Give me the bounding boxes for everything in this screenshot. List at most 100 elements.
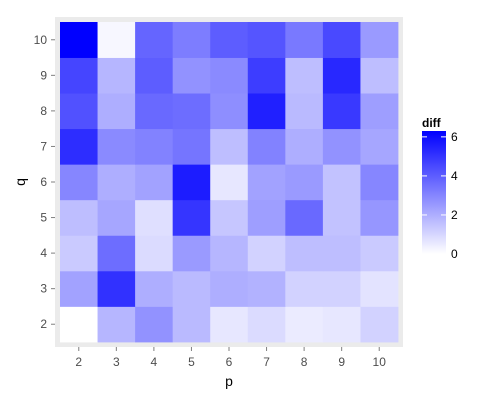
heatmap-cell-p7-q5 bbox=[247, 199, 286, 236]
y-tick-label: 6 bbox=[40, 175, 47, 189]
heatmap-cell-p3-q6 bbox=[97, 164, 136, 201]
heatmap-cell-p5-q10 bbox=[172, 22, 211, 58]
heatmap-cell-p2-q2 bbox=[60, 306, 98, 343]
heatmap-cell-p8-q8 bbox=[285, 93, 324, 130]
heatmap-cell-p6-q2 bbox=[210, 306, 249, 343]
x-tick-label: 4 bbox=[151, 355, 158, 369]
heatmap-cell-p4-q2 bbox=[135, 306, 174, 343]
x-tick-label: 3 bbox=[113, 355, 120, 369]
heatmap-cell-p10-q4 bbox=[360, 235, 399, 272]
heatmap-cell-p9-q9 bbox=[322, 57, 361, 94]
x-tick-label: 2 bbox=[75, 355, 82, 369]
heatmap-cell-p5-q4 bbox=[172, 235, 211, 272]
heatmap-cell-p6-q3 bbox=[210, 270, 249, 307]
heatmap-cell-p9-q3 bbox=[322, 270, 361, 307]
y-tick-label: 8 bbox=[40, 104, 47, 118]
heatmap-cell-p8-q4 bbox=[285, 235, 324, 272]
y-tick-label: 4 bbox=[40, 246, 47, 260]
heatmap-cell-p10-q10 bbox=[360, 22, 399, 58]
heatmap-cell-p2-q4 bbox=[60, 235, 98, 272]
legend-tick-label: 6 bbox=[451, 130, 458, 144]
heatmap-cell-p2-q8 bbox=[60, 93, 98, 130]
heatmap-cell-p9-q2 bbox=[322, 306, 361, 343]
heatmap-cell-p8-q10 bbox=[285, 22, 324, 58]
heatmap-cell-p9-q8 bbox=[322, 93, 361, 130]
legend-ticks: 0 2 4 6 bbox=[422, 130, 458, 261]
heatmap-cell-p8-q2 bbox=[285, 306, 324, 343]
heatmap-cell-p9-q4 bbox=[322, 235, 361, 272]
x-axis-ticks: 2 3 4 5 6 7 8 9 10 bbox=[75, 347, 386, 369]
x-tick-label: 10 bbox=[373, 355, 387, 369]
heatmap-cell-p2-q10 bbox=[60, 22, 98, 58]
heatmap-cell-p7-q2 bbox=[247, 306, 286, 343]
y-tick-label: 10 bbox=[34, 33, 48, 47]
heatmap-cell-p5-q9 bbox=[172, 57, 211, 94]
heatmap-cell-p7-q7 bbox=[247, 128, 286, 165]
heatmap-cell-p3-q7 bbox=[97, 128, 136, 165]
x-axis-title: p bbox=[225, 373, 233, 389]
heatmap-cell-p6-q6 bbox=[210, 164, 249, 201]
heatmap-cell-p8-q9 bbox=[285, 57, 324, 94]
legend-tick-label: 4 bbox=[451, 169, 458, 183]
heatmap-cell-p7-q4 bbox=[247, 235, 286, 272]
y-tick-label: 3 bbox=[40, 282, 47, 296]
heatmap-cell-p6-q8 bbox=[210, 93, 249, 130]
heatmap-cell-p5-q8 bbox=[172, 93, 211, 130]
y-tick-label: 2 bbox=[40, 317, 47, 331]
x-tick-label: 8 bbox=[301, 355, 308, 369]
heatmap-cell-p8-q5 bbox=[285, 199, 324, 236]
heatmap-cell-p4-q8 bbox=[135, 93, 174, 130]
heatmap-cell-p5-q3 bbox=[172, 270, 211, 307]
legend: diff 0 2 4 6 bbox=[422, 116, 458, 261]
heatmap-cell-p10-q2 bbox=[360, 306, 399, 343]
heatmap-cell-p9-q6 bbox=[322, 164, 361, 201]
heatmap-cell-p10-q6 bbox=[360, 164, 399, 201]
heatmap-cell-p4-q6 bbox=[135, 164, 174, 201]
heatmap-cell-p6-q5 bbox=[210, 199, 249, 236]
heatmap-cell-p3-q10 bbox=[97, 22, 136, 58]
heatmap-cell-p5-q2 bbox=[172, 306, 211, 343]
heatmap-cell-p4-q5 bbox=[135, 199, 174, 236]
x-tick-label: 5 bbox=[188, 355, 195, 369]
heatmap-cell-p10-q9 bbox=[360, 57, 399, 94]
heatmap-cell-p5-q7 bbox=[172, 128, 211, 165]
heatmap-cell-p10-q3 bbox=[360, 270, 399, 307]
heatmap-cell-p2-q9 bbox=[60, 57, 98, 94]
heatmap-cell-p7-q6 bbox=[247, 164, 286, 201]
heatmap-cell-p3-q5 bbox=[97, 199, 136, 236]
heatmap-cell-p2-q3 bbox=[60, 270, 98, 307]
heatmap-cell-p6-q10 bbox=[210, 22, 249, 58]
heatmap-cell-p9-q10 bbox=[322, 22, 361, 58]
heatmap-cell-p8-q6 bbox=[285, 164, 324, 201]
heatmap-cell-p7-q8 bbox=[247, 93, 286, 130]
heatmap-cell-p10-q5 bbox=[360, 199, 399, 236]
heatmap-cell-p3-q8 bbox=[97, 93, 136, 130]
heatmap-cells bbox=[60, 22, 399, 343]
heatmap-cell-p6-q9 bbox=[210, 57, 249, 94]
heatmap-cell-p6-q4 bbox=[210, 235, 249, 272]
heatmap-cell-p4-q9 bbox=[135, 57, 174, 94]
heatmap-cell-p3-q3 bbox=[97, 270, 136, 307]
heatmap-cell-p10-q7 bbox=[360, 128, 399, 165]
y-tick-label: 7 bbox=[40, 139, 47, 153]
heatmap-cell-p5-q6 bbox=[172, 164, 211, 201]
heatmap-cell-p2-q7 bbox=[60, 128, 98, 165]
legend-tick-label: 2 bbox=[451, 208, 458, 222]
heatmap-cell-p3-q2 bbox=[97, 306, 136, 343]
heatmap-cell-p4-q4 bbox=[135, 235, 174, 272]
x-tick-label: 9 bbox=[338, 355, 345, 369]
legend-tick-label: 0 bbox=[451, 247, 458, 261]
heatmap-cell-p7-q10 bbox=[247, 22, 286, 58]
heatmap-cell-p10-q8 bbox=[360, 93, 399, 130]
heatmap-cell-p7-q3 bbox=[247, 270, 286, 307]
heatmap-cell-p3-q4 bbox=[97, 235, 136, 272]
heatmap-cell-p2-q6 bbox=[60, 164, 98, 201]
heatmap-cell-p8-q3 bbox=[285, 270, 324, 307]
y-tick-label: 9 bbox=[40, 68, 47, 82]
heatmap-cell-p7-q9 bbox=[247, 57, 286, 94]
heatmap-cell-p2-q5 bbox=[60, 199, 98, 236]
heatmap-cell-p4-q7 bbox=[135, 128, 174, 165]
heatmap-cell-p4-q10 bbox=[135, 22, 174, 58]
x-tick-label: 6 bbox=[226, 355, 233, 369]
y-tick-label: 5 bbox=[40, 211, 47, 225]
